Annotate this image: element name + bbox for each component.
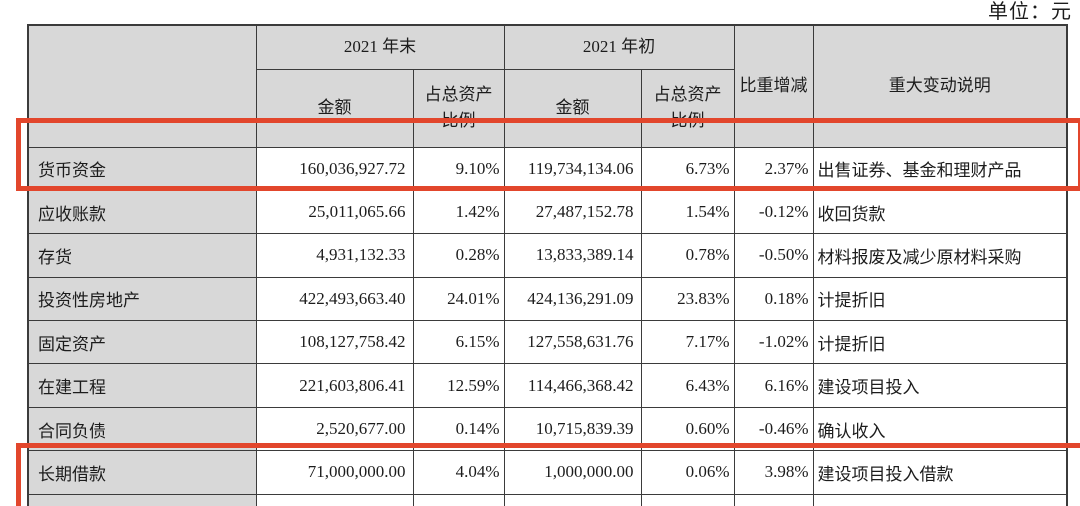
item-label: 在建工程 — [27, 363, 257, 408]
header-amount-end: 金额 — [255, 68, 414, 148]
item-label: 存货 — [27, 233, 257, 278]
end-amount-value: 2,520,677.00 — [255, 406, 414, 452]
header-ratio-start: 占总资产比例 — [640, 68, 735, 148]
end-ratio-value: 0.28% — [412, 233, 505, 278]
empty-cell — [412, 493, 505, 506]
header-period-end: 2021 年末 — [255, 24, 505, 70]
item-label: 投资性房地产 — [27, 276, 257, 322]
header-row-periods: 2021 年末 2021 年初 比重增减 重大变动说明 — [27, 24, 1068, 148]
table-row: 在建工程 221,603,806.41 12.59% 114,466,368.42 6.… — [27, 363, 1068, 408]
start-ratio-value: 0.06% — [640, 450, 735, 495]
empty-cell — [640, 493, 735, 506]
start-amount-value: 424,136,291.09 — [503, 276, 642, 322]
table-row: 应收账款 25,011,065.66 1.42% 27,487,152.78 1.54%… — [27, 189, 1068, 235]
header-period-start: 2021 年初 — [503, 24, 735, 70]
table-row: 固定资产 108,127,758.42 6.15% 127,558,631.76 7.1… — [27, 320, 1068, 365]
change-note: 确认收入 — [812, 406, 1068, 452]
header-change: 比重增减 — [733, 24, 814, 148]
start-ratio-value: 0.78% — [640, 233, 735, 278]
empty-cell — [255, 493, 414, 506]
change-note: 计提折旧 — [812, 320, 1068, 365]
item-label: 固定资产 — [27, 320, 257, 365]
end-amount-value: 25,011,065.66 — [255, 189, 414, 235]
start-ratio-value: 7.17% — [640, 320, 735, 365]
end-amount-value: 422,493,663.40 — [255, 276, 414, 322]
change-value: 0.18% — [733, 276, 814, 322]
empty-cell — [27, 493, 257, 506]
empty-cell — [733, 493, 814, 506]
header-amount-start: 金额 — [503, 68, 642, 148]
table-row: 合同负债 2,520,677.00 0.14% 10,715,839.39 0.60% -… — [27, 406, 1068, 452]
item-label: 应收账款 — [27, 189, 257, 235]
change-value: -0.12% — [733, 189, 814, 235]
change-note: 出售证券、基金和理财产品 — [812, 146, 1068, 191]
change-value: 6.16% — [733, 363, 814, 408]
end-ratio-value: 4.04% — [412, 450, 505, 495]
item-label: 合同负债 — [27, 406, 257, 452]
start-ratio-value: 6.43% — [640, 363, 735, 408]
start-amount-value: 27,487,152.78 — [503, 189, 642, 235]
change-note: 计提折旧 — [812, 276, 1068, 322]
end-ratio-value: 12.59% — [412, 363, 505, 408]
start-amount-value: 119,734,134.06 — [503, 146, 642, 191]
end-amount-value: 108,127,758.42 — [255, 320, 414, 365]
end-amount-value: 4,931,132.33 — [255, 233, 414, 278]
change-value: -0.50% — [733, 233, 814, 278]
change-value: 3.98% — [733, 450, 814, 495]
table-body: 货币资金 160,036,927.72 9.10% 119,734,134.06 6.7… — [27, 146, 1068, 506]
asset-change-table: 2021 年末 2021 年初 比重增减 重大变动说明 金额 占总资产比例 金额… — [27, 24, 1068, 506]
start-amount-value: 1,000,000.00 — [503, 450, 642, 495]
start-ratio-value: 6.73% — [640, 146, 735, 191]
end-ratio-value: 9.10% — [412, 146, 505, 191]
header-ratio-end: 占总资产比例 — [412, 68, 505, 148]
end-amount-value: 71,000,000.00 — [255, 450, 414, 495]
change-value: -1.02% — [733, 320, 814, 365]
header-item-cell — [27, 24, 257, 148]
item-label: 货币资金 — [27, 146, 257, 191]
end-ratio-value: 0.14% — [412, 406, 505, 452]
change-note: 建设项目投入 — [812, 363, 1068, 408]
end-amount-value: 160,036,927.72 — [255, 146, 414, 191]
table-row-partial — [27, 493, 1068, 506]
table-row: 货币资金 160,036,927.72 9.10% 119,734,134.06 6.7… — [27, 146, 1068, 191]
start-ratio-value: 1.54% — [640, 189, 735, 235]
header-row-measures: 金额 占总资产比例 金额 占总资产比例 — [28, 68, 1067, 148]
start-amount-value: 10,715,839.39 — [503, 406, 642, 452]
item-label: 长期借款 — [27, 450, 257, 495]
change-value: -0.46% — [733, 406, 814, 452]
change-note: 建设项目投入借款 — [812, 450, 1068, 495]
empty-cell — [503, 493, 642, 506]
start-ratio-value: 0.60% — [640, 406, 735, 452]
start-amount-value: 13,833,389.14 — [503, 233, 642, 278]
change-value: 2.37% — [733, 146, 814, 191]
table-row: 投资性房地产 422,493,663.40 24.01% 424,136,291.09… — [27, 276, 1068, 322]
start-amount-value: 114,466,368.42 — [503, 363, 642, 408]
change-note: 收回货款 — [812, 189, 1068, 235]
change-note: 材料报废及减少原材料采购 — [812, 233, 1068, 278]
end-amount-value: 221,603,806.41 — [255, 363, 414, 408]
table-row: 长期借款 71,000,000.00 4.04% 1,000,000.00 0.06% 3… — [27, 450, 1068, 495]
start-amount-value: 127,558,631.76 — [503, 320, 642, 365]
end-ratio-value: 24.01% — [412, 276, 505, 322]
end-ratio-value: 1.42% — [412, 189, 505, 235]
start-ratio-value: 23.83% — [640, 276, 735, 322]
table-row: 存货 4,931,132.33 0.28% 13,833,389.14 0.78% -0.… — [27, 233, 1068, 278]
end-ratio-value: 6.15% — [412, 320, 505, 365]
header-explanation: 重大变动说明 — [812, 24, 1068, 148]
empty-cell — [812, 493, 1068, 506]
unit-label: 单位：元 — [988, 1, 1072, 23]
